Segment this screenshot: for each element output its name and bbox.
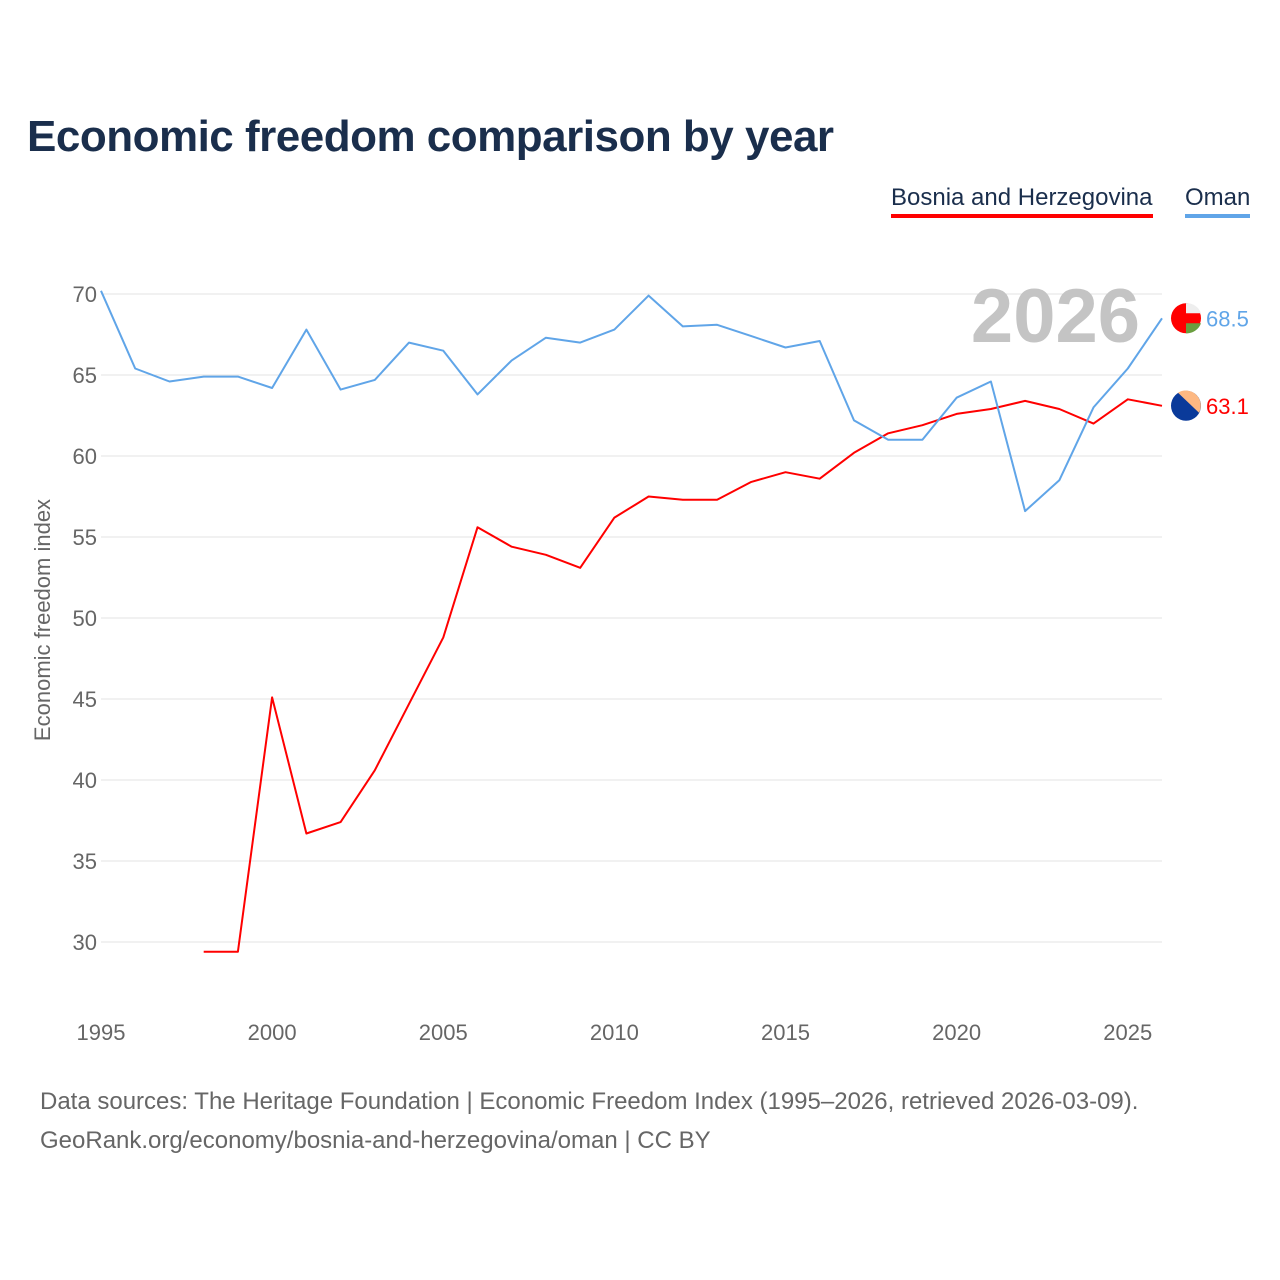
data-point [611,515,617,521]
data-point [714,322,720,328]
data-point [440,348,446,354]
data-point [885,430,891,436]
data-point [748,333,754,339]
data-point [1159,315,1165,321]
data-point [714,497,720,503]
data-point [372,377,378,383]
y-tick-label: 60 [73,444,97,469]
end-value-label: 63.1 [1206,394,1249,419]
y-tick-label: 40 [73,768,97,793]
data-point [919,437,925,443]
flag-white [1186,303,1201,314]
data-point [1091,421,1097,427]
data-point [372,767,378,773]
source-url: GeoRank.org/economy/bosnia-and-herzegovi… [40,1127,711,1154]
data-point [406,340,412,346]
x-tick-label: 2000 [248,1020,297,1045]
data-point [509,357,515,363]
data-point [783,469,789,475]
y-tick-label: 30 [73,930,97,955]
data-point [988,378,994,384]
x-tick-label: 2020 [932,1020,981,1045]
x-tick-label: 2005 [419,1020,468,1045]
data-point [338,387,344,393]
data-point [1022,508,1028,514]
data-point [98,288,104,294]
legend-oman[interactable]: Oman [1185,184,1251,218]
data-point [611,327,617,333]
data-point [338,819,344,825]
y-tick-label: 65 [73,363,97,388]
end-value-label: 68.5 [1206,306,1249,331]
data-point [303,830,309,836]
y-axis-label: Economic freedom index [30,499,55,741]
bosnia-flag-icon [1171,390,1201,421]
data-point [201,374,207,380]
data-point [1056,477,1062,483]
data-point [988,406,994,412]
data-point [577,340,583,346]
data-point [748,479,754,485]
flag-green [1186,323,1201,334]
x-tick-label: 2010 [590,1020,639,1045]
data-point [851,417,857,423]
year-watermark: 2026 [971,274,1140,359]
legend-bosnia-and-herzegovina[interactable]: Bosnia and Herzegovina [891,184,1153,218]
data-point [954,411,960,417]
data-source-note: Data sources: The Heritage Foundation | … [40,1088,1139,1115]
data-point [577,565,583,571]
y-tick-label: 55 [73,525,97,550]
data-point [543,335,549,341]
data-point [269,694,275,700]
data-point [201,949,207,955]
data-point [269,385,275,391]
data-point [919,422,925,428]
y-tick-label: 45 [73,687,97,712]
data-point [235,374,241,380]
data-point [1022,398,1028,404]
data-point [783,344,789,350]
y-tick-label: 50 [73,606,97,631]
data-point [646,293,652,299]
data-point [1056,406,1062,412]
chart-title: Economic freedom comparison by year [27,112,834,161]
data-point [474,524,480,530]
data-point [680,497,686,503]
x-tick-label: 1995 [77,1020,126,1045]
y-tick-label: 35 [73,849,97,874]
oman-flag-icon [1171,303,1201,334]
y-tick-label: 70 [73,282,97,307]
data-point [954,395,960,401]
data-point [1125,396,1131,402]
data-point [885,437,891,443]
data-point [851,450,857,456]
data-point [543,552,549,558]
data-point [406,701,412,707]
data-point [440,634,446,640]
data-point [509,544,515,550]
data-point [1159,403,1165,409]
x-tick-label: 2015 [761,1020,810,1045]
data-point [235,949,241,955]
series-line-bosnia-and-herzegovina [203,398,1163,953]
series-line-oman [100,290,1163,513]
data-point [1091,404,1097,410]
data-point [1125,366,1131,372]
data-point [474,391,480,397]
data-point [303,327,309,333]
data-point [817,338,823,344]
data-point [680,323,686,329]
data-point [166,378,172,384]
flag-yellow [1178,390,1201,413]
data-point [646,494,652,500]
data-point [132,366,138,372]
x-tick-label: 2025 [1103,1020,1152,1045]
data-point [817,476,823,482]
